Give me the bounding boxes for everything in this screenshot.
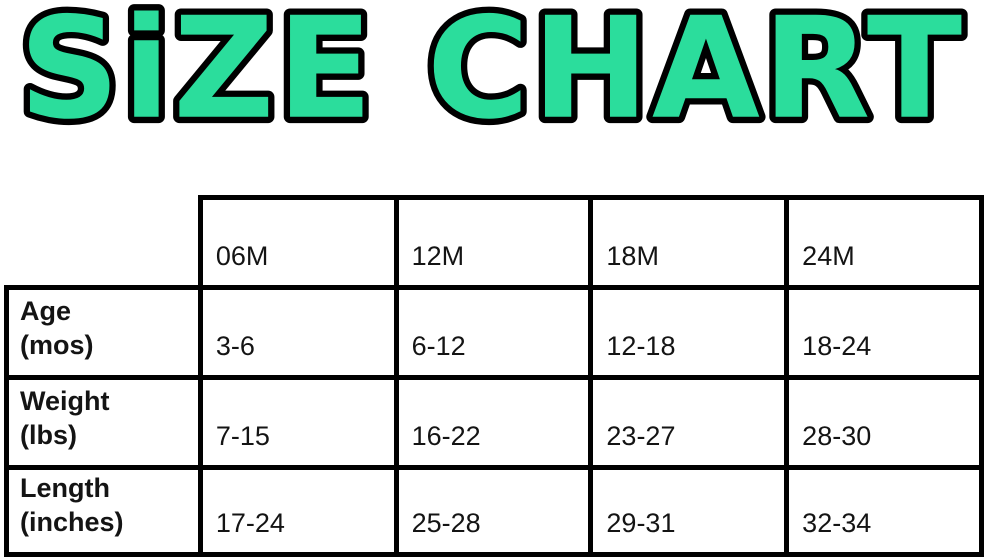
- size-table-grid: 06M 12M 18M 24M Age (mos) 3-6 6-12 12-18…: [4, 195, 984, 557]
- cell-weight-18m: 23-27: [588, 375, 790, 470]
- cell-length-06m: 17-24: [197, 465, 399, 557]
- column-header-18m: 18M: [588, 195, 790, 290]
- row-label-weight-line2: (lbs): [20, 419, 77, 450]
- page-title: SiZE CHART: [8, 2, 976, 142]
- corner-empty-cell: [6, 197, 201, 288]
- cell-weight-06m: 7-15: [197, 375, 399, 470]
- column-header-12m: 12M: [393, 195, 594, 290]
- cell-age-06m: 3-6: [197, 285, 399, 380]
- column-header-06m: 06M: [197, 195, 399, 290]
- cell-weight-12m: 16-22: [393, 375, 594, 470]
- row-label-age-line1: Age: [20, 295, 72, 326]
- cell-length-12m: 25-28: [393, 465, 594, 557]
- page-title-text: SiZE CHART: [19, 2, 965, 142]
- cell-age-12m: 6-12: [393, 285, 594, 380]
- size-chart-table: 06M 12M 18M 24M Age (mos) 3-6 6-12 12-18…: [4, 195, 984, 557]
- row-label-length-line1: Length: [20, 472, 110, 503]
- cell-length-24m: 32-34: [784, 465, 984, 557]
- cell-weight-24m: 28-30: [784, 375, 984, 470]
- row-label-age: Age (mos): [4, 285, 203, 380]
- cell-length-18m: 29-31: [588, 465, 790, 557]
- row-label-weight: Weight (lbs): [4, 375, 203, 470]
- row-label-age-line2: (mos): [20, 329, 94, 360]
- row-label-length-line2: (inches): [20, 506, 124, 537]
- cell-age-24m: 18-24: [784, 285, 984, 380]
- header-row: 06M 12M 18M 24M: [6, 195, 984, 290]
- row-label-weight-line1: Weight: [20, 385, 110, 416]
- table-row-length: Length (inches) 17-24 25-28 29-31 32-34: [4, 465, 984, 557]
- table-row-age: Age (mos) 3-6 6-12 12-18 18-24: [4, 285, 984, 380]
- table-row-weight: Weight (lbs) 7-15 16-22 23-27 28-30: [4, 375, 984, 470]
- row-label-length: Length (inches): [4, 465, 203, 557]
- column-header-24m: 24M: [784, 195, 984, 290]
- cell-age-18m: 12-18: [588, 285, 790, 380]
- title-bubble-lettering: SiZE CHART: [13, 2, 969, 142]
